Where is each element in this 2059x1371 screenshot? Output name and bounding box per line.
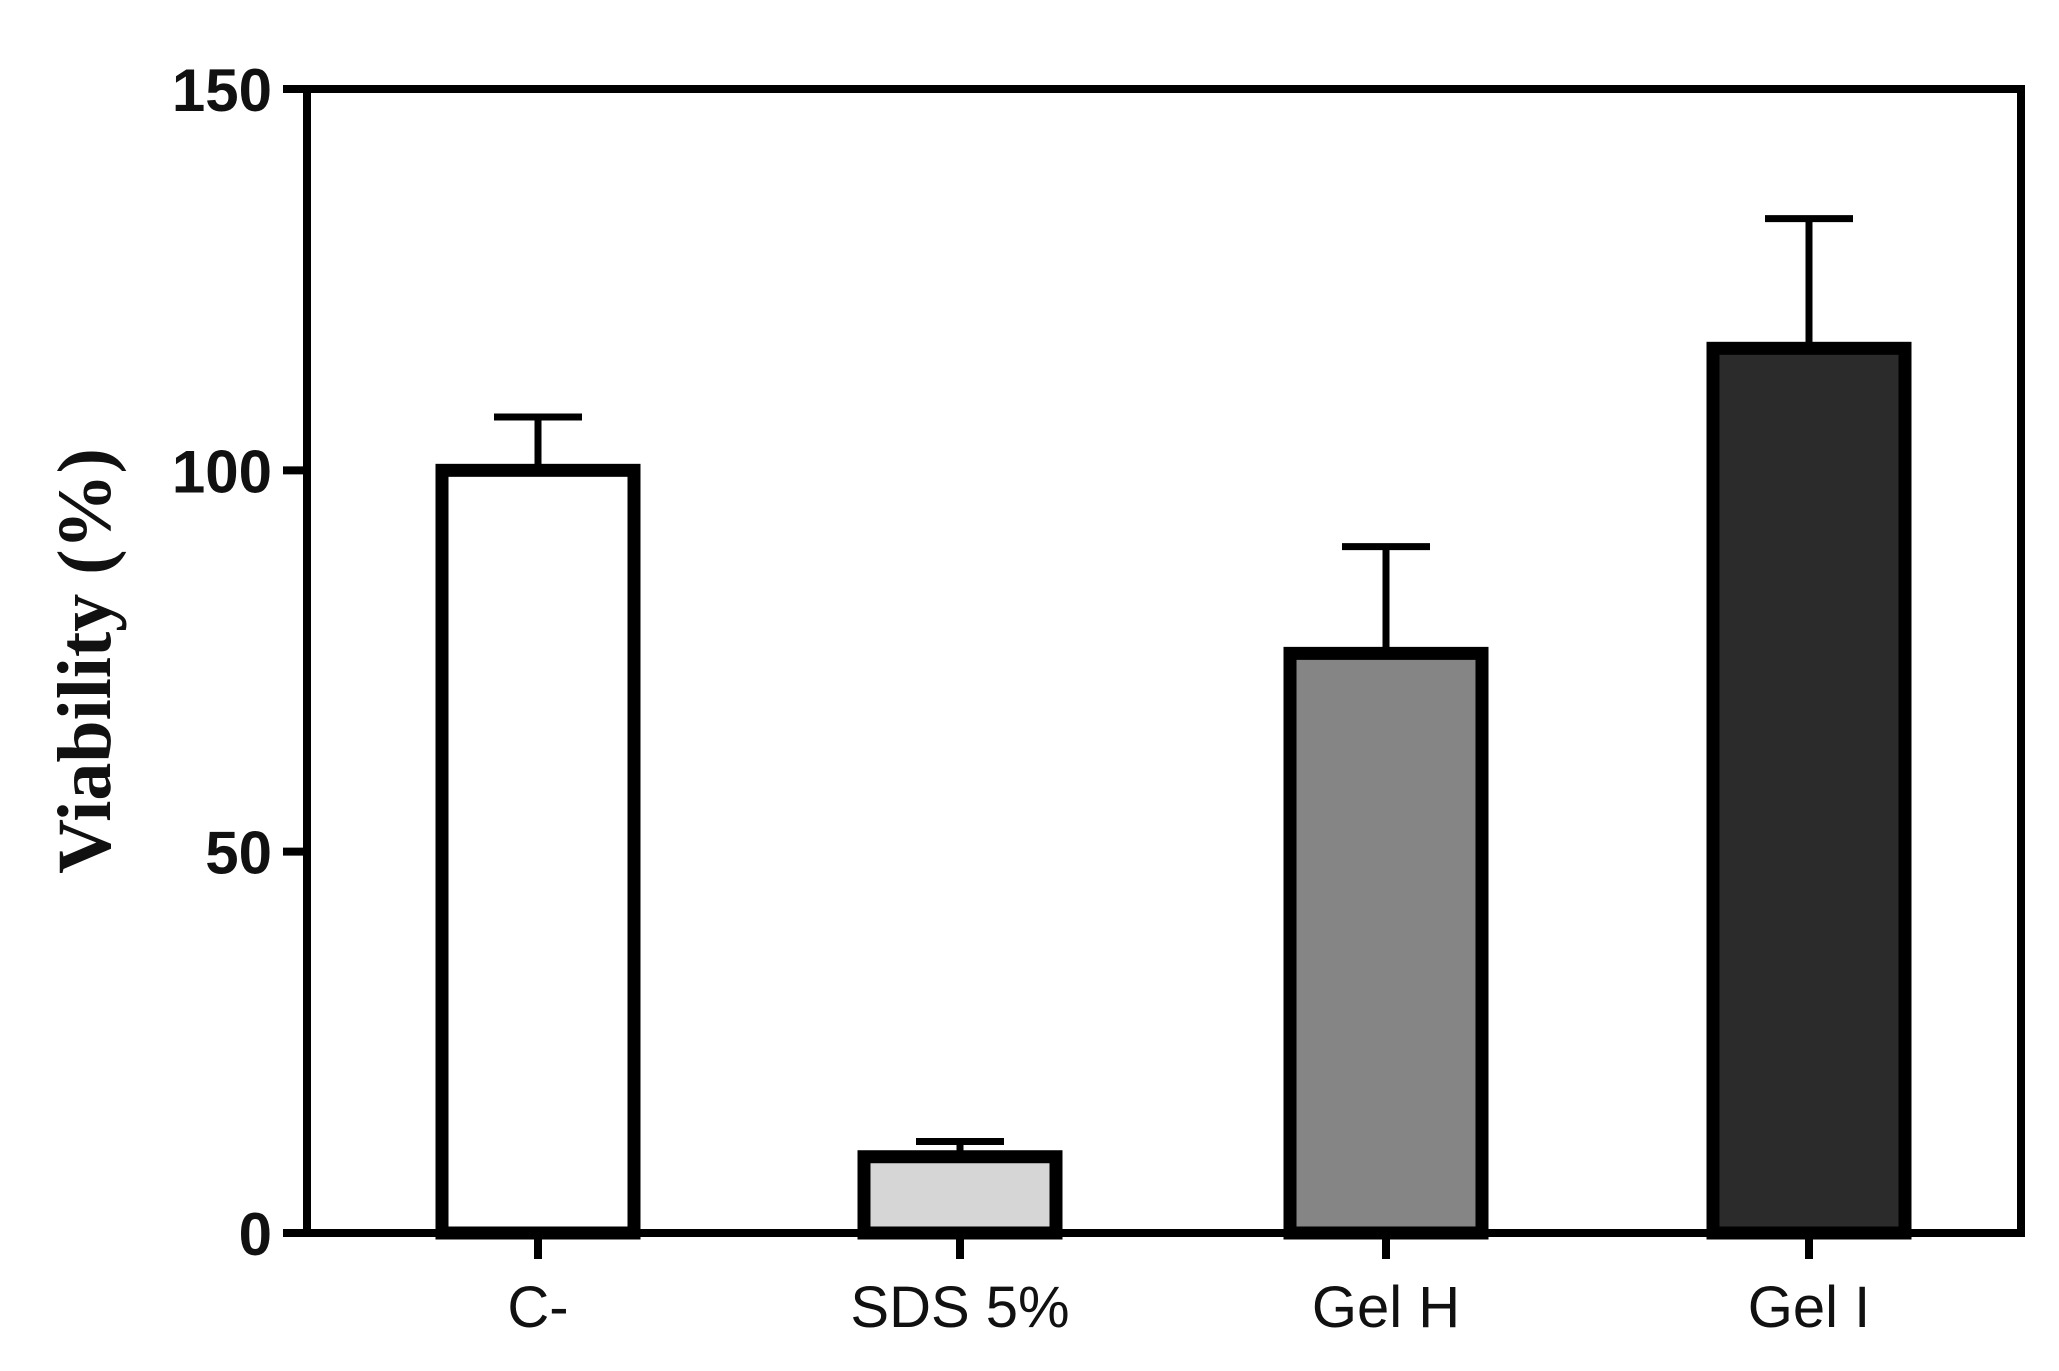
bar-2: [1283, 646, 1489, 1240]
y-tick-label: 100: [172, 438, 272, 505]
x-tick-label: Gel I: [1748, 1275, 1871, 1340]
x-axis-ticks: C- SDS 5% Gel H Gel I: [507, 1233, 1870, 1340]
bar-1: [857, 1150, 1063, 1240]
bar-3: [1706, 341, 1912, 1240]
bar-0: [435, 463, 641, 1240]
bars: [435, 341, 1912, 1240]
x-tick-label: SDS 5%: [850, 1275, 1069, 1340]
y-tick-label: 0: [239, 1201, 272, 1268]
x-tick-label: Gel H: [1312, 1275, 1460, 1340]
plot-area-frame: [303, 85, 2025, 1237]
y-axis-title: Viability (%): [43, 448, 127, 874]
y-axis-ticks: 0 50 100 150: [172, 57, 307, 1268]
error-bars: [494, 215, 1853, 1151]
x-tick-label: C-: [507, 1275, 568, 1340]
y-tick-label: 150: [172, 57, 272, 124]
y-tick-label: 50: [205, 820, 272, 887]
